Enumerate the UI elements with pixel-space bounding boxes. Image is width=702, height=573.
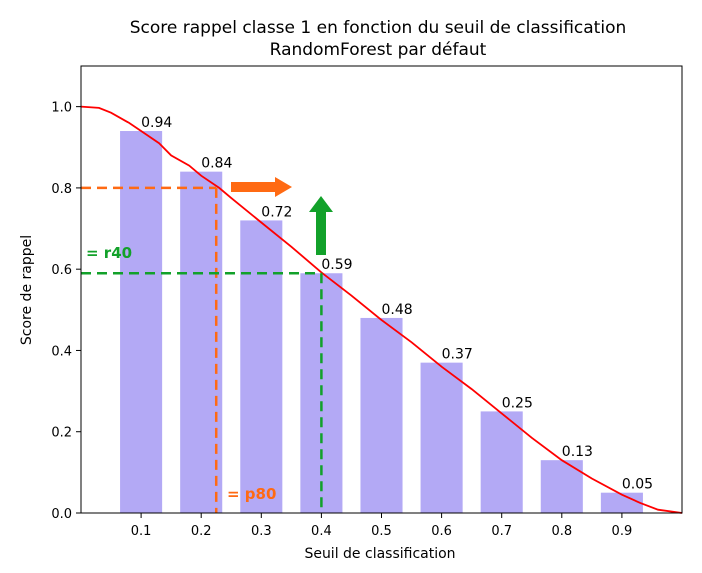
bar-6 <box>420 362 463 513</box>
y-tick-label: 0.2 <box>51 426 72 441</box>
y-tick-label: 0.0 <box>51 507 72 522</box>
bar-value-label-6: 0.37 <box>442 347 473 363</box>
x-axis-ticks: 0.1 0.2 0.3 0.4 0.5 0.6 0.7 0.8 0.9 <box>131 513 632 539</box>
chart-subtitle: RandomForest par défaut <box>270 40 487 60</box>
y-axis-label: Score de rappel <box>19 235 35 345</box>
green-annotation-label: = r40 <box>86 244 132 262</box>
bar-7 <box>480 411 523 513</box>
recall-curve <box>80 105 683 514</box>
bar-5 <box>360 317 403 513</box>
y-axis-ticks: 0.0 0.2 0.4 0.6 0.8 1.0 <box>51 101 81 522</box>
y-tick-label: 0.6 <box>51 263 72 278</box>
orange-right-arrow-icon <box>231 177 292 197</box>
recall-curve-group <box>80 105 683 514</box>
x-tick-label: 0.4 <box>311 524 332 539</box>
y-tick-label: 1.0 <box>51 101 72 116</box>
x-tick-label: 0.8 <box>551 524 572 539</box>
x-axis-label: Seuil de classification <box>304 546 455 562</box>
bar-value-label-7: 0.25 <box>502 395 533 411</box>
bar-value-label-2: 0.84 <box>201 156 232 172</box>
bar-value-labels: 0.94 0.84 0.72 0.59 0.48 0.37 0.25 0.13 0.05 <box>141 115 653 493</box>
bar-value-label-5: 0.48 <box>382 302 413 318</box>
x-tick-label: 0.2 <box>191 524 212 539</box>
green-up-arrow-icon <box>309 196 333 255</box>
x-tick-label: 0.3 <box>251 524 272 539</box>
y-tick-label: 0.4 <box>51 344 72 359</box>
chart-title: Score rappel classe 1 en fonction du seu… <box>130 18 627 38</box>
x-tick-label: 0.7 <box>491 524 512 539</box>
bar-8 <box>540 460 583 513</box>
bar-3 <box>240 220 283 513</box>
y-tick-label: 0.8 <box>51 182 72 197</box>
x-tick-label: 0.6 <box>431 524 452 539</box>
x-tick-label: 0.9 <box>612 524 633 539</box>
x-tick-label: 0.5 <box>371 524 392 539</box>
bar-1 <box>120 131 163 513</box>
bar-value-label-3: 0.72 <box>261 204 292 220</box>
bar-value-label-9: 0.05 <box>622 477 653 493</box>
orange-annotation-label: = p80 <box>227 485 276 503</box>
bar-9 <box>600 492 643 513</box>
x-tick-label: 0.1 <box>131 524 152 539</box>
bar-value-label-4: 0.59 <box>321 257 352 273</box>
annotations: = r40 = p80 <box>81 177 333 513</box>
bar-value-label-8: 0.13 <box>562 444 593 460</box>
bar-value-label-1: 0.94 <box>141 115 172 131</box>
